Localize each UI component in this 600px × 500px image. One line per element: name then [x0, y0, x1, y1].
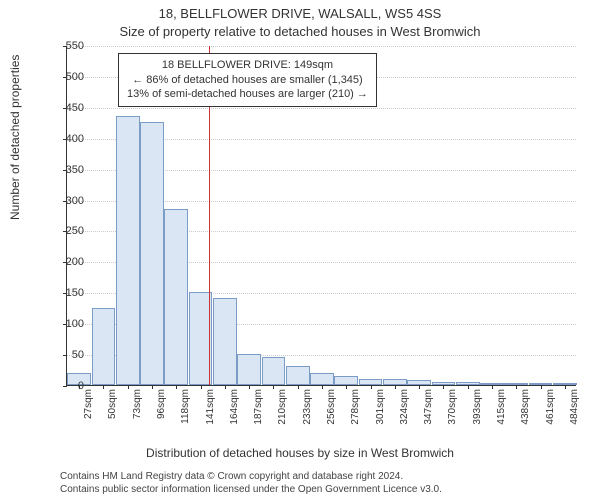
x-tick-label: 370sqm — [447, 385, 458, 425]
attribution-text: Contains HM Land Registry data © Crown c… — [60, 471, 580, 496]
x-tick-label: 141sqm — [205, 385, 216, 425]
histogram-bar — [262, 357, 286, 385]
x-tick-label: 347sqm — [423, 385, 434, 425]
histogram-bar — [334, 376, 358, 385]
y-axis-label: Number of detached properties — [8, 55, 22, 220]
info-line-2: ← 86% of detached houses are smaller (1,… — [127, 73, 368, 88]
y-tick-label: 300 — [44, 195, 84, 207]
x-tick-label: 210sqm — [277, 385, 288, 425]
x-tick-mark — [492, 385, 493, 389]
x-tick-label: 301sqm — [375, 385, 386, 425]
info-line-3: 13% of semi-detached houses are larger (… — [127, 87, 368, 102]
histogram-bar — [164, 209, 188, 385]
x-tick-label: 461sqm — [545, 385, 556, 425]
chart-title-sub: Size of property relative to detached ho… — [0, 24, 600, 39]
y-tick-label: 250 — [44, 225, 84, 237]
grid-line — [67, 108, 576, 109]
y-tick-label: 150 — [44, 287, 84, 299]
attribution-line-2: Contains public sector information licen… — [60, 484, 580, 497]
x-tick-label: 233sqm — [302, 385, 313, 425]
x-tick-mark — [516, 385, 517, 389]
chart-title-main: 18, BELLFLOWER DRIVE, WALSALL, WS5 4SS — [0, 6, 600, 21]
x-tick-mark — [152, 385, 153, 389]
histogram-bar — [237, 354, 261, 385]
x-tick-mark — [468, 385, 469, 389]
x-tick-label: 118sqm — [180, 385, 191, 424]
x-tick-mark — [201, 385, 202, 389]
histogram-bar — [116, 116, 140, 385]
x-tick-label: 96sqm — [156, 385, 167, 419]
attribution-line-1: Contains HM Land Registry data © Crown c… — [60, 471, 580, 484]
x-tick-label: 324sqm — [399, 385, 410, 425]
y-tick-label: 100 — [44, 318, 84, 330]
x-tick-label: 438sqm — [520, 385, 531, 425]
x-tick-mark — [273, 385, 274, 389]
info-line-1: 18 BELLFLOWER DRIVE: 149sqm — [127, 58, 368, 73]
x-tick-mark — [103, 385, 104, 389]
x-tick-mark — [176, 385, 177, 389]
x-tick-label: 393sqm — [472, 385, 483, 425]
x-tick-label: 50sqm — [107, 385, 118, 419]
x-tick-mark — [395, 385, 396, 389]
histogram-bar — [140, 122, 164, 385]
x-tick-mark — [346, 385, 347, 389]
x-tick-mark — [249, 385, 250, 389]
y-tick-label: 450 — [44, 102, 84, 114]
y-tick-label: 550 — [44, 40, 84, 52]
x-tick-label: 73sqm — [132, 385, 143, 419]
x-tick-label: 27sqm — [83, 385, 94, 419]
plot-area: 27sqm50sqm73sqm96sqm118sqm141sqm164sqm18… — [66, 46, 576, 386]
x-tick-label: 187sqm — [253, 385, 264, 425]
y-tick-label: 500 — [44, 71, 84, 83]
x-tick-label: 484sqm — [569, 385, 580, 425]
x-tick-label: 256sqm — [326, 385, 337, 425]
x-tick-label: 415sqm — [496, 385, 507, 425]
reference-info-box: 18 BELLFLOWER DRIVE: 149sqm ← 86% of det… — [118, 53, 377, 108]
histogram-bar — [92, 308, 116, 385]
x-tick-mark — [565, 385, 566, 389]
histogram-bar — [213, 298, 237, 385]
y-tick-label: 50 — [44, 349, 84, 361]
x-tick-mark — [128, 385, 129, 389]
histogram-bar — [286, 366, 310, 385]
x-tick-mark — [419, 385, 420, 389]
x-tick-mark — [371, 385, 372, 389]
x-tick-mark — [322, 385, 323, 389]
y-tick-label: 350 — [44, 164, 84, 176]
y-tick-label: 200 — [44, 256, 84, 268]
x-tick-mark — [225, 385, 226, 389]
x-tick-label: 278sqm — [350, 385, 361, 425]
histogram-bar — [310, 373, 334, 385]
x-tick-label: 164sqm — [229, 385, 240, 425]
grid-line — [67, 46, 576, 47]
y-tick-label: 400 — [44, 133, 84, 145]
x-tick-mark — [443, 385, 444, 389]
x-tick-mark — [541, 385, 542, 389]
x-tick-mark — [298, 385, 299, 389]
y-tick-label: 0 — [44, 380, 84, 392]
x-axis-label: Distribution of detached houses by size … — [0, 446, 600, 460]
